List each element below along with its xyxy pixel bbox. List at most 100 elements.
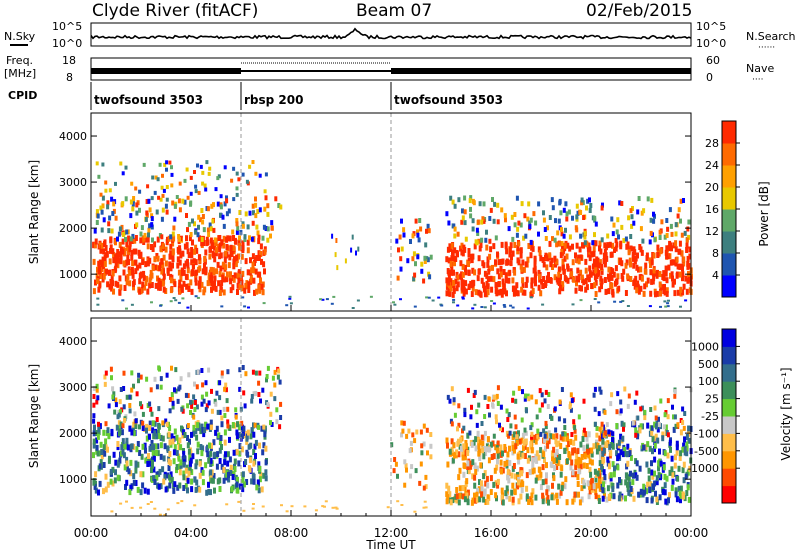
colorbar-tick-label: 12 [705, 225, 719, 238]
power-cell [544, 236, 548, 241]
velocity-cell [668, 439, 672, 446]
power-cell [497, 259, 501, 266]
velocity-cell [179, 462, 183, 469]
power-cell [586, 198, 590, 204]
power-cell [453, 203, 457, 209]
freq-unit-label: [MHz] [4, 67, 36, 80]
power-cell [453, 247, 457, 254]
power-cell [565, 216, 569, 222]
power-cell [632, 255, 636, 262]
velocity-cell [525, 472, 529, 479]
velocity-cell [677, 485, 681, 492]
velocity-cell [180, 425, 183, 432]
velocity-cell [687, 425, 691, 432]
velocity-cell [681, 467, 685, 474]
velocity-cell [525, 493, 529, 500]
power-cell [477, 289, 481, 296]
velocity-cell [102, 429, 106, 436]
power-cell [653, 270, 657, 277]
power-cell [509, 242, 513, 249]
power-cell [157, 282, 161, 289]
velocity-cell [634, 427, 638, 434]
velocity-cell [464, 443, 468, 450]
colorbar-swatch [722, 433, 736, 452]
power-cell [249, 274, 253, 281]
power-cell [507, 277, 511, 284]
velocity-cell [141, 471, 145, 478]
power-cell [662, 288, 666, 294]
velocity-cell [523, 427, 527, 433]
colorbar-tick-label: 24 [705, 159, 719, 172]
velocity-cell [92, 438, 96, 445]
power-cell [168, 160, 172, 165]
velocity-cell [601, 495, 605, 502]
power-cell [655, 290, 659, 297]
power-cell [555, 258, 559, 265]
velocity-cell [205, 403, 209, 409]
power-cell [274, 196, 278, 202]
velocity-cell [626, 481, 629, 488]
power-cell [571, 303, 575, 306]
power-cell [674, 246, 678, 253]
velocity-cell [118, 409, 122, 415]
power-cell [593, 232, 596, 238]
velocity-cell [603, 474, 607, 481]
velocity-cell [204, 380, 208, 386]
velocity-cell [207, 488, 211, 495]
power-cell [511, 250, 515, 257]
power-cell [116, 281, 120, 288]
velocity-cell [180, 500, 184, 503]
power-cell [201, 170, 205, 175]
velocity-cell [646, 441, 650, 448]
power-cell [678, 263, 682, 270]
colorbar-swatch [722, 363, 736, 382]
power-cell [598, 262, 602, 269]
velocity-cell [242, 481, 246, 488]
velocity-cell [462, 462, 466, 469]
velocity-cell [168, 482, 172, 489]
velocity-cell [679, 450, 683, 457]
power-cell [674, 240, 678, 247]
power-cell [513, 222, 517, 228]
velocity-cell [527, 499, 531, 505]
velocity-cell [645, 497, 649, 504]
power-cell [555, 241, 559, 248]
velocity-cell [650, 460, 653, 467]
power-cell [197, 254, 201, 261]
power-cell [680, 250, 684, 257]
velocity-cell [145, 427, 148, 434]
velocity-cell [204, 462, 208, 469]
velocity-cell [523, 443, 527, 450]
velocity-cell [218, 409, 222, 415]
velocity-cell [480, 480, 483, 487]
velocity-cell [176, 502, 180, 505]
velocity-cell [479, 462, 483, 469]
velocity-cell [569, 401, 572, 407]
power-cell [520, 266, 524, 273]
power-cell [124, 165, 128, 170]
velocity-cell [594, 483, 598, 489]
power-cell [194, 295, 198, 298]
velocity-cell [530, 431, 534, 437]
velocity-cell [661, 488, 665, 495]
velocity-cell [629, 470, 632, 477]
power-cell [524, 261, 528, 268]
velocity-cell [654, 415, 658, 421]
velocity-cell [585, 444, 589, 451]
power-cell [219, 265, 223, 272]
velocity-cell [500, 494, 504, 501]
velocity-cell [664, 424, 668, 431]
velocity-cell [595, 432, 599, 438]
power-cell [158, 262, 162, 269]
power-cell [235, 192, 239, 197]
velocity-cell [159, 483, 163, 490]
velocity-cell [111, 394, 115, 400]
velocity-cell [229, 464, 233, 471]
power-cell [426, 223, 430, 229]
velocity-cell [457, 403, 461, 409]
velocity-cell [265, 374, 269, 379]
power-cell [633, 283, 637, 290]
power-cell [228, 235, 232, 242]
power-cell [128, 246, 132, 253]
power-cell [160, 234, 164, 240]
